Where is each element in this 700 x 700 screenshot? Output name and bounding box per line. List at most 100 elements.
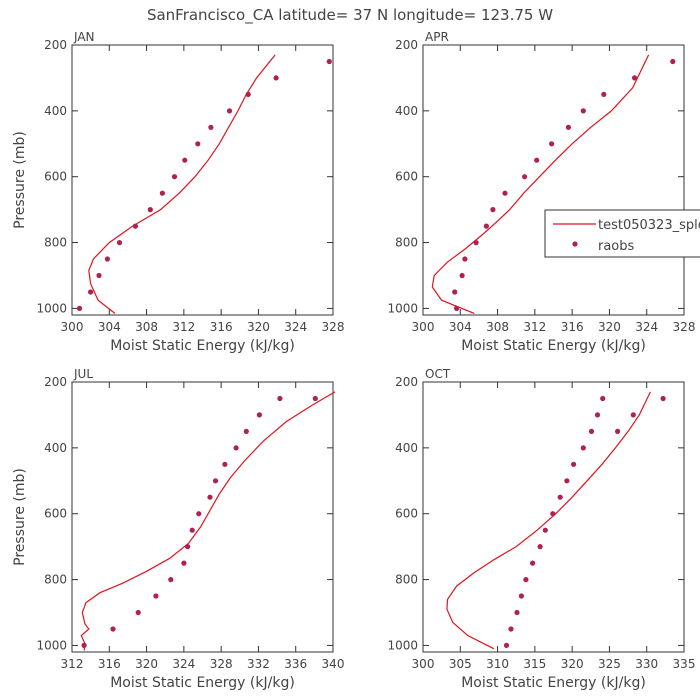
raobs-point	[243, 428, 249, 434]
raobs-point	[245, 91, 251, 97]
raobs-point	[222, 461, 228, 467]
legend: test050323_splc raobs	[544, 209, 700, 258]
raobs-point	[557, 494, 563, 500]
raobs-point	[147, 207, 153, 213]
raobs-point	[182, 157, 188, 163]
x-axis-label: Moist Static Energy (kJ/kg)	[110, 675, 295, 691]
raobs-point	[277, 395, 283, 402]
y-tick-label: 800	[395, 236, 418, 250]
model-series-line	[88, 54, 276, 314]
raobs-point	[534, 157, 540, 163]
y-tick-label: 400	[44, 104, 67, 118]
y-tick-label: 400	[395, 104, 418, 118]
raobs-point	[580, 445, 586, 451]
raobs-point	[226, 108, 233, 114]
model-series-line	[446, 391, 651, 650]
x-tick-label: 336	[284, 657, 307, 671]
y-tick-label: 800	[44, 236, 67, 250]
raobs-point	[116, 240, 123, 246]
plot-frame	[71, 44, 334, 316]
x-tick-label: 300	[412, 320, 435, 334]
plot-frame	[422, 44, 685, 316]
x-tick-label: 332	[247, 657, 270, 671]
raobs-point	[195, 141, 201, 147]
raobs-point	[549, 141, 555, 147]
panel-apr: APR 300 304 308 312 316 320 324 328 200 400 600 800 1…	[387, 30, 695, 354]
raobs-point	[153, 593, 159, 599]
raobs-point	[571, 461, 577, 467]
raobs-point	[508, 626, 514, 632]
y-tick-label: 600	[395, 507, 418, 521]
panel-jul: JUL 312 316 320 324 328 332 336 340 200 400 600 800 1…	[12, 367, 344, 691]
raobs-point	[326, 58, 332, 65]
x-tick-label: 304	[98, 320, 121, 334]
x-tick-label: 330	[635, 657, 658, 671]
y-tick-label: 800	[44, 573, 67, 587]
x-axis-label: Moist Static Energy (kJ/kg)	[110, 338, 295, 354]
plot-frame	[71, 381, 334, 653]
raobs-point	[565, 124, 572, 130]
raobs-point	[522, 174, 528, 180]
x-tick-label: 328	[673, 320, 696, 334]
panel-title: OCT	[425, 367, 451, 381]
x-tick-label: 335	[673, 657, 696, 671]
raobs-point	[208, 124, 214, 130]
figure-title: SanFrancisco_CA latitude= 37 N longitude…	[147, 6, 553, 25]
raobs-point	[96, 272, 102, 279]
y-axis-label: Pressure (mb)	[12, 131, 28, 229]
raobs-point	[207, 494, 213, 500]
x-tick-label: 325	[598, 657, 621, 671]
raobs-point	[312, 395, 318, 402]
x-tick-label: 320	[561, 657, 584, 671]
x-tick-label: 320	[598, 320, 621, 334]
x-tick-label: 312	[172, 320, 195, 334]
x-tick-label: 300	[61, 320, 84, 334]
raobs-point	[233, 445, 239, 451]
y-tick-label: 200	[44, 38, 67, 52]
x-tick-label: 310	[486, 657, 509, 671]
y-tick-label: 400	[44, 441, 67, 455]
raobs-point	[530, 560, 536, 566]
legend-obs-swatch	[572, 241, 578, 247]
raobs-point	[490, 207, 496, 213]
y-tick-label: 600	[44, 507, 67, 521]
y-tick-label: 800	[395, 573, 418, 587]
raobs-point	[104, 256, 110, 262]
panel-oct: OCT 300 305 310 315 320 325 330 335 200 400 600 800 1…	[387, 367, 695, 691]
x-tick-label: 320	[247, 320, 270, 334]
panels-group: JAN 300 304 308 312 316 320 324 328 200 400 600 800 1…	[12, 30, 695, 691]
raobs-point	[459, 272, 465, 279]
x-axis-label: Moist Static Energy (kJ/kg)	[461, 338, 646, 354]
y-tick-label: 1000	[36, 638, 67, 652]
y-tick-label: 600	[395, 170, 418, 184]
x-tick-label: 305	[449, 657, 472, 671]
raobs-point	[588, 428, 595, 434]
x-tick-label: 324	[172, 657, 195, 671]
raobs-point	[502, 190, 508, 196]
raobs-point	[189, 527, 195, 533]
x-tick-label: 328	[322, 320, 345, 334]
raobs-point	[185, 544, 191, 550]
x-tick-label: 316	[561, 320, 584, 334]
raobs-point	[503, 642, 510, 649]
raobs-point	[212, 478, 219, 484]
y-tick-label: 600	[44, 170, 67, 184]
raobs-point	[564, 478, 570, 484]
raobs-point	[168, 577, 174, 583]
y-axis-label: Pressure (mb)	[12, 468, 28, 566]
legend-obs-label: raobs	[598, 239, 635, 254]
raobs-point	[523, 577, 529, 583]
y-tick-label: 1000	[36, 301, 67, 315]
x-axis-label: Moist Static Energy (kJ/kg)	[461, 675, 646, 691]
panel-title: APR	[425, 30, 449, 44]
x-tick-label: 304	[449, 320, 472, 334]
raobs-point	[483, 223, 489, 229]
y-tick-label: 200	[44, 375, 67, 389]
raobs-point	[580, 108, 586, 114]
raobs-point	[76, 305, 83, 311]
raobs-point	[256, 412, 262, 418]
legend-box	[544, 209, 700, 258]
y-tick-label: 200	[395, 38, 418, 52]
raobs-point	[630, 412, 636, 418]
x-tick-label: 340	[322, 657, 345, 671]
